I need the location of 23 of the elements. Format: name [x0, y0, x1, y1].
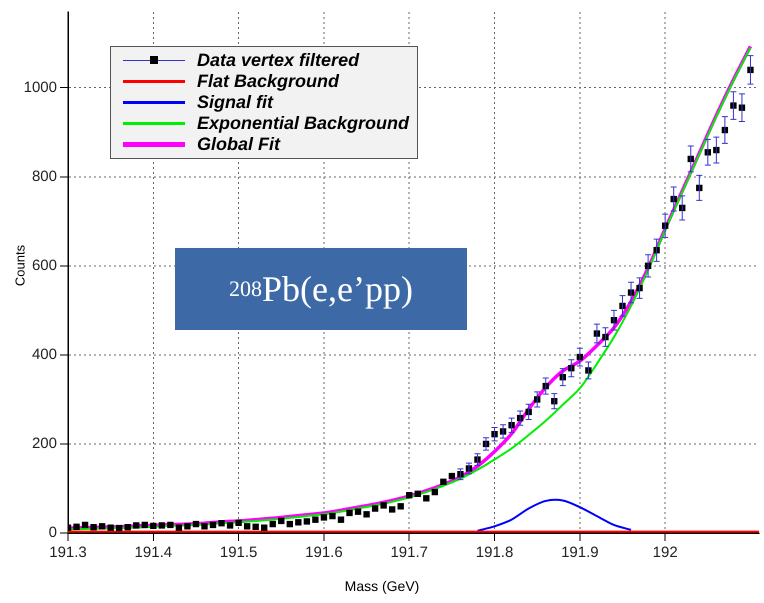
- y-tick-label: 1000: [24, 78, 57, 96]
- x-tick-label: 191.3: [49, 544, 87, 562]
- x-axis-title: Mass (GeV): [344, 578, 420, 594]
- x-tick-label: 191.6: [305, 544, 343, 562]
- legend-label: Exponential Background: [197, 113, 410, 134]
- legend-label: Flat Background: [197, 71, 340, 92]
- legend-label: Global Fit: [197, 134, 280, 155]
- x-tick-label: 192: [652, 544, 678, 562]
- x-tick-label: 191.4: [134, 544, 172, 562]
- y-tick-label: 600: [32, 256, 57, 274]
- legend-label: Data vertex filtered: [197, 50, 360, 71]
- annotation: $^{208}$Pb(e,e’pp): [175, 248, 467, 330]
- line-series: [476, 498, 632, 532]
- x-tick-label: 191.9: [561, 544, 599, 562]
- y-tick-label: 400: [32, 346, 57, 364]
- y-tick-label: 200: [32, 435, 57, 452]
- y-axis-title: Counts: [12, 244, 28, 288]
- legend-label: Signal fit: [197, 92, 273, 113]
- y-tick-label: 0: [48, 524, 57, 542]
- x-tick-label: 191.5: [220, 544, 258, 562]
- y-tick-label: 800: [32, 168, 57, 185]
- x-tick-label: 191.7: [390, 544, 428, 562]
- x-tick-label: 191.8: [476, 544, 514, 562]
